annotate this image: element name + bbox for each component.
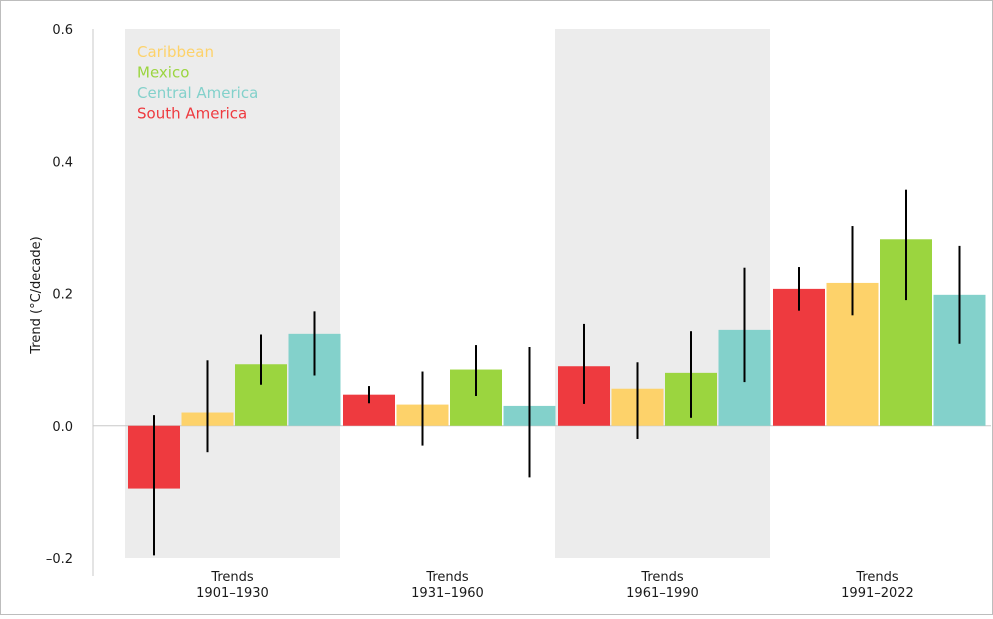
x-tick-label: Trends bbox=[855, 570, 899, 585]
y-tick-label: –0.2 bbox=[46, 552, 73, 567]
x-tick-label: Trends bbox=[640, 570, 684, 585]
y-tick-label: 0.4 bbox=[52, 155, 73, 170]
legend: Caribbean Mexico Central America South Amer… bbox=[137, 43, 258, 123]
x-tick-label: 1931–1960 bbox=[411, 586, 484, 601]
y-axis-title: Trend (°C/decade) bbox=[29, 236, 44, 354]
legend-entry: Mexico bbox=[137, 64, 189, 82]
y-tick-label: 0.0 bbox=[52, 420, 73, 435]
y-tick-labels: –0.2 0.0 0.2 0.4 0.6 bbox=[46, 23, 73, 567]
x-tick-label: 1961–1990 bbox=[626, 586, 699, 601]
shaded-period-3 bbox=[555, 29, 770, 558]
y-tick-label: 0.2 bbox=[52, 288, 73, 303]
y-tick-label: 0.6 bbox=[52, 23, 73, 38]
legend-entry: Central America bbox=[137, 84, 258, 102]
legend-entry: Caribbean bbox=[137, 43, 214, 61]
legend-entry: South America bbox=[137, 105, 247, 123]
x-tick-label: Trends bbox=[425, 570, 469, 585]
error-bars bbox=[153, 189, 961, 556]
x-tick-label: 1991–2022 bbox=[841, 586, 914, 601]
x-tick-label: Trends bbox=[210, 570, 254, 585]
x-tick-label: 1901–1930 bbox=[196, 586, 269, 601]
x-tick-labels: Trends1901–1930Trends1931–1960Trends1961… bbox=[196, 570, 914, 601]
bar-south-america bbox=[773, 288, 825, 426]
